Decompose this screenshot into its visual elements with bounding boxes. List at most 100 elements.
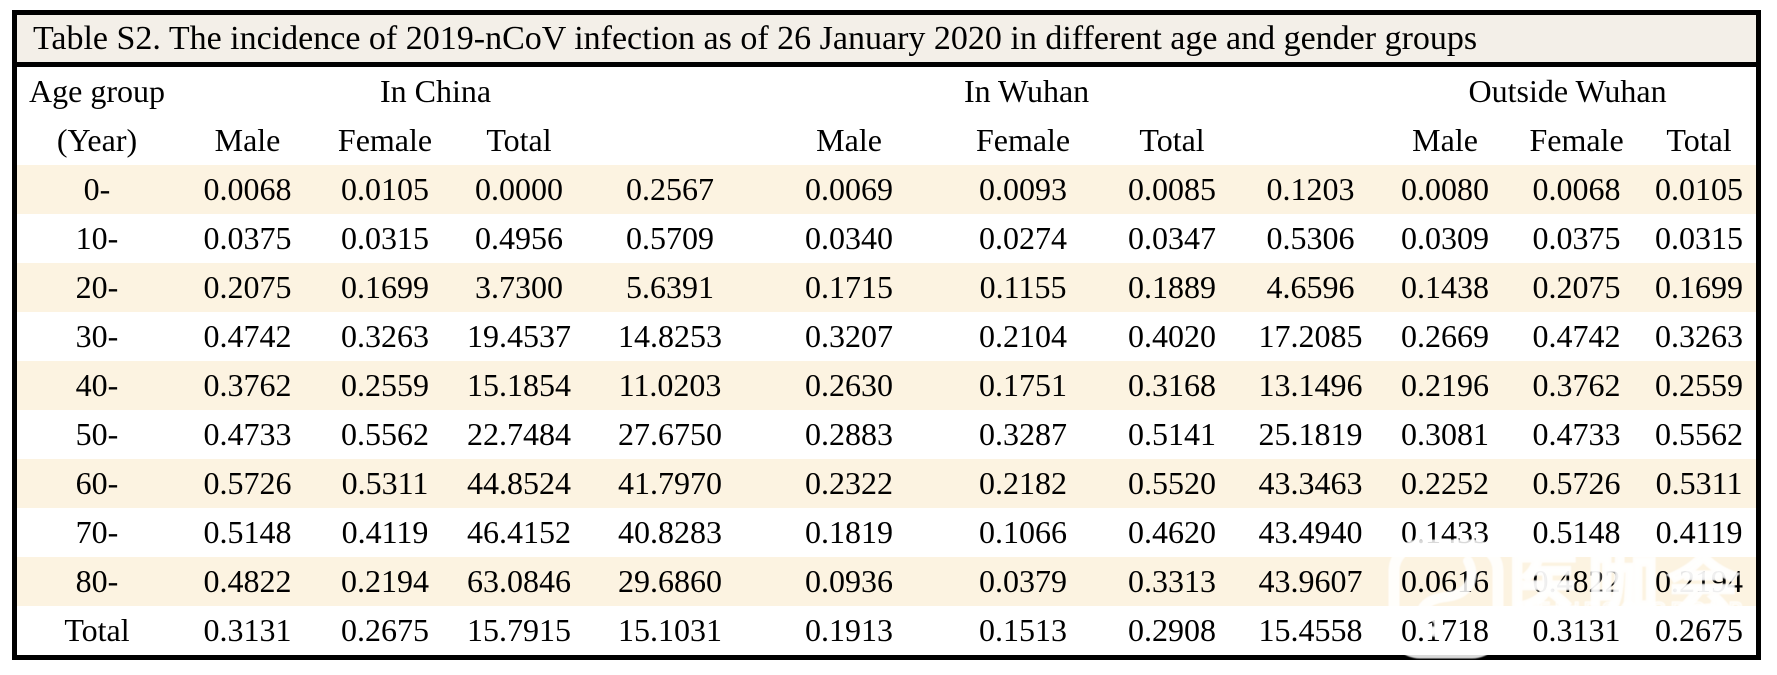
cell: 0.0347 (1128, 220, 1217, 256)
header-china-female: Female (337, 122, 433, 158)
cell: 0.2194 (1655, 563, 1744, 599)
cell: 41.7970 (618, 465, 723, 501)
cell: 0.0309 (1401, 220, 1490, 256)
cell: 0.0085 (1128, 171, 1217, 207)
table-row-age-30: 30- 0.4742 0.3263 19.4537 14.8253 0.3207… (17, 312, 1756, 361)
cell: 0.0274 (979, 220, 1068, 256)
cell: 0.5562 (341, 416, 429, 452)
cell: 0.1889 (1128, 269, 1217, 305)
header-wuhan-total: Total (1139, 122, 1205, 158)
cell: 0.1751 (979, 367, 1068, 403)
row-age-label: 0- (83, 171, 111, 207)
cell: 0.0000 (475, 171, 563, 207)
cell: 0.1913 (805, 612, 894, 648)
header-age-group: Age group (29, 73, 165, 109)
cell: 0.5311 (1655, 465, 1743, 501)
cell: 0.2322 (805, 465, 894, 501)
row-age-label: 10- (75, 220, 119, 256)
cell: 0.2559 (341, 367, 429, 403)
cell: 0.2104 (979, 318, 1068, 354)
cell: 0.0315 (341, 220, 429, 256)
table-row-age-60: 60- 0.5726 0.5311 44.8524 41.7970 0.2322… (17, 459, 1757, 508)
table-row-total: Total 0.3131 0.2675 15.7915 15.1031 0.19… (17, 606, 1756, 655)
cell: 0.3762 (1532, 367, 1621, 403)
cell: 0.0375 (203, 220, 292, 256)
cell: 0.2194 (341, 563, 429, 599)
cell: 0.2182 (979, 465, 1068, 501)
row-age-label: 30- (75, 318, 119, 354)
cell: 0.4742 (203, 318, 292, 354)
cell: 0.0340 (805, 220, 894, 256)
cell: 0.4119 (341, 514, 429, 550)
cell: 0.1513 (979, 612, 1068, 648)
cell: 0.3131 (1532, 612, 1621, 648)
row-age-label: 20- (75, 269, 119, 305)
table-row-age-40: 40- 0.3762 0.2559 15.1854 11.0203 0.2630… (17, 361, 1757, 410)
cell: 40.8283 (618, 514, 723, 550)
cell: 0.5709 (626, 220, 715, 256)
cell: 0.5306 (1266, 220, 1355, 256)
cell: 0.2675 (341, 612, 429, 648)
cell: 13.1496 (1258, 367, 1363, 403)
cell: 0.1699 (1655, 269, 1744, 305)
cell: 15.1031 (618, 612, 723, 648)
cell: 0.4822 (203, 563, 292, 599)
cell: 0.0375 (1532, 220, 1621, 256)
cell: 0.1819 (805, 514, 894, 550)
cell: 63.0846 (467, 563, 571, 599)
cell: 0.5148 (203, 514, 292, 550)
cell: 0.5562 (1655, 416, 1744, 452)
cell: 0.2567 (626, 171, 715, 207)
header-outside-female: Female (1529, 122, 1624, 158)
empty-header-cell (586, 116, 754, 165)
row-age-label: 70- (75, 514, 119, 550)
table-row-age-20: 20- 0.2075 0.1699 3.7300 5.6391 0.1715 0… (17, 263, 1757, 312)
cell: 5.6391 (626, 269, 715, 305)
cell: 3.7300 (475, 269, 563, 305)
header-outside-male: Male (1412, 122, 1478, 158)
row-age-label: 40- (75, 367, 119, 403)
header-wuhan-male: Male (816, 122, 882, 158)
cell: 0.1203 (1266, 171, 1355, 207)
header-wuhan-female: Female (975, 122, 1071, 158)
incidence-table: Age group In China In Wuhan Outside Wuha… (17, 67, 1757, 655)
cell: 0.2559 (1655, 367, 1744, 403)
cell: 19.4537 (467, 318, 571, 354)
cell: 0.3287 (979, 416, 1068, 452)
header-in-china: In China (379, 73, 492, 109)
cell: 0.0080 (1401, 171, 1490, 207)
cell: 29.6860 (618, 563, 723, 599)
cell: 0.2669 (1401, 318, 1490, 354)
cell: 0.2252 (1401, 465, 1490, 501)
header-outside-wuhan: Outside Wuhan (1468, 73, 1667, 109)
cell: 0.2675 (1655, 612, 1744, 648)
cell: 0.3131 (203, 612, 292, 648)
cell: 0.1699 (341, 269, 429, 305)
cell: 43.4940 (1258, 514, 1363, 550)
cell: 0.3762 (203, 367, 292, 403)
cell: 0.4733 (203, 416, 292, 452)
header-outside-total: Total (1666, 122, 1732, 158)
cell: 0.5726 (203, 465, 292, 501)
cell: 15.7915 (467, 612, 571, 648)
cell: 0.0068 (1532, 171, 1621, 207)
cell: 0.5311 (341, 465, 429, 501)
cell: 0.3313 (1128, 563, 1217, 599)
cell: 0.5148 (1532, 514, 1621, 550)
table-header: Age group In China In Wuhan Outside Wuha… (17, 67, 1756, 165)
cell: 15.4558 (1258, 612, 1363, 648)
cell: 22.7484 (467, 416, 571, 452)
cell: 0.3263 (341, 318, 429, 354)
header-china-male: Male (214, 122, 281, 158)
row-age-label: 60- (75, 465, 119, 501)
cell: 0.0093 (979, 171, 1068, 207)
cell: 0.4620 (1128, 514, 1217, 550)
cell: 0.4956 (475, 220, 563, 256)
header-china-total: Total (486, 122, 552, 158)
empty-header-cell (1242, 116, 1379, 165)
cell: 0.0379 (979, 563, 1068, 599)
cell: 0.3263 (1655, 318, 1744, 354)
table-row-age-0: 0- 0.0068 0.0105 0.0000 0.2567 0.0069 0.… (17, 165, 1757, 214)
table-row-age-70: 70- 0.5148 0.4119 46.4152 40.8283 0.1819… (17, 508, 1756, 557)
cell: 0.5141 (1128, 416, 1217, 452)
